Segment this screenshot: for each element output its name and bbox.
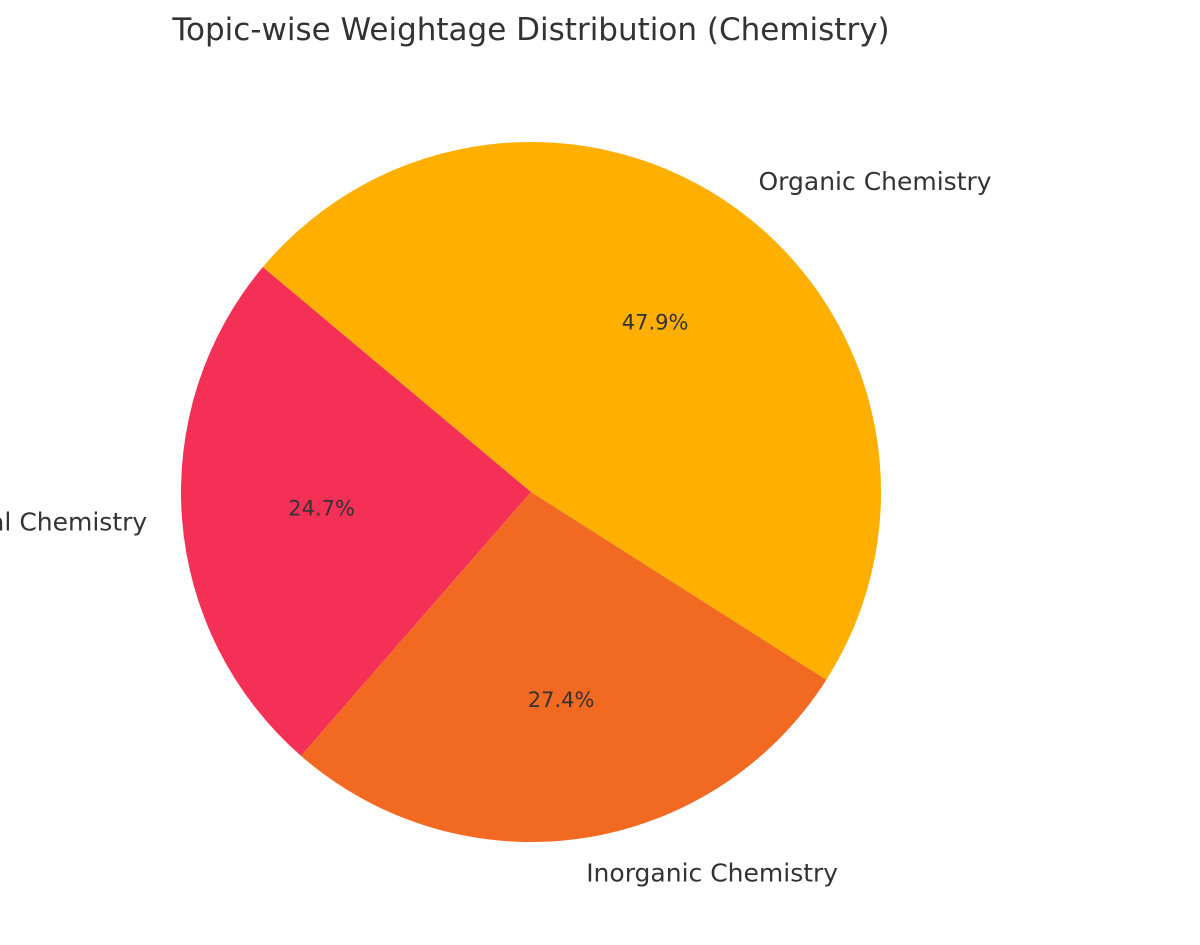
pie-percent-label: 27.4% xyxy=(528,688,595,712)
pie-labels: 24.7% Physical Chemistry 27.4% Inorganic Ch… xyxy=(0,167,992,888)
pie-slice-inorganic-chemistry xyxy=(301,492,827,843)
pie-percent-label: 47.9% xyxy=(622,311,689,335)
pie-category-label: Inorganic Chemistry xyxy=(586,859,838,888)
pie-slices xyxy=(180,141,882,843)
pie-slice-organic-chemistry xyxy=(262,141,882,680)
pie-category-label: Physical Chemistry xyxy=(0,507,147,536)
pie-percent-label: 24.7% xyxy=(288,496,355,520)
pie-category-label: Organic Chemistry xyxy=(759,167,992,196)
pie-slice-physical-chemistry xyxy=(180,267,531,756)
chart-title: Topic-wise Weightage Distribution (Chemi… xyxy=(171,12,889,48)
